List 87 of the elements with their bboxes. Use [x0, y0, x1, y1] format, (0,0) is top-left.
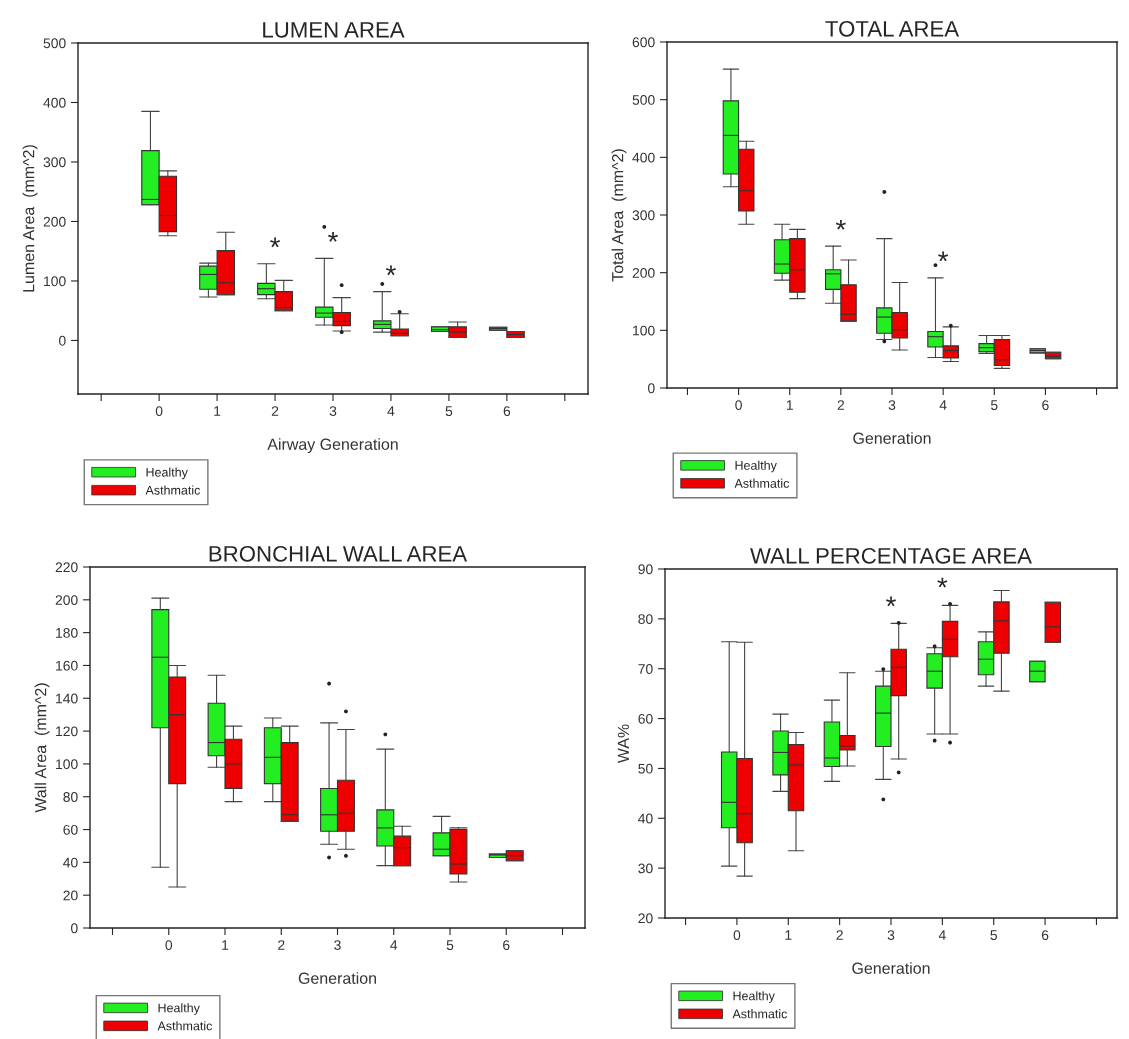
x-tick-label: 6: [1042, 400, 1049, 411]
y-tick-label: 180: [56, 627, 78, 638]
x-tick-label: 5: [446, 940, 454, 951]
x-tick-label: 3: [888, 400, 896, 411]
x-tick-label: 3: [887, 930, 895, 941]
legend-label: Asthmatic: [157, 1021, 213, 1031]
x-axis-title: Generation: [298, 972, 376, 984]
y-tick-label: 70: [638, 664, 653, 674]
y-tick-label: 30: [638, 863, 653, 874]
x-axis-title: Generation: [853, 432, 931, 444]
y-tick-label: 40: [63, 857, 78, 868]
y-tick-label: 20: [63, 890, 78, 901]
y-tick-label: 100: [56, 759, 78, 770]
y-tick-label: 400: [632, 152, 655, 163]
x-tick-label: 1: [222, 940, 229, 950]
legend-label: Asthmatic: [145, 485, 201, 495]
x-tick-label: 0: [733, 930, 741, 941]
x-tick-label: 6: [503, 406, 511, 417]
y-tick-label: 0: [648, 383, 655, 394]
legend-label: Asthmatic: [734, 478, 790, 488]
y-tick-label: 90: [638, 564, 653, 575]
y-tick-label: 40: [638, 813, 653, 824]
y-tick-label: 500: [43, 38, 66, 49]
x-tick-label: 4: [387, 406, 395, 416]
y-tick-label: 50: [638, 763, 653, 774]
x-tick-label: 3: [334, 940, 341, 951]
y-tick-label: 500: [632, 95, 655, 105]
y-tick-label: 140: [56, 693, 78, 704]
y-tick-label: 200: [55, 595, 78, 605]
y-axis-title: Lumen Area (mm^2): [22, 145, 38, 292]
y-tick-label: 80: [638, 614, 653, 625]
x-tick-label: 4: [390, 940, 398, 950]
x-tick-label: 2: [278, 940, 285, 950]
annotation: *: [835, 219, 846, 230]
legend-label: Healthy: [733, 991, 775, 1003]
x-tick-label: 5: [445, 406, 453, 417]
x-axis-title: Airway Generation: [267, 438, 398, 454]
x-tick-label: 1: [785, 930, 792, 940]
y-axis-title: Total Area (mm^2): [611, 149, 627, 282]
x-tick-label: 5: [990, 930, 998, 941]
y-tick-label: 20: [638, 913, 653, 924]
y-tick-label: 600: [632, 37, 655, 48]
y-tick-label: 400: [43, 97, 66, 108]
y-tick-label: 200: [632, 268, 655, 278]
y-tick-label: 200: [43, 216, 66, 227]
y-tick-label: 100: [633, 325, 655, 336]
x-tick-label: 6: [503, 940, 510, 951]
chart-title: TOTAL AREA: [825, 20, 960, 37]
legend-label: Asthmatic: [732, 1009, 788, 1019]
y-tick-label: 60: [63, 824, 78, 835]
x-tick-label: 2: [271, 406, 279, 416]
y-tick-label: 80: [63, 792, 78, 802]
annotation: *: [938, 251, 949, 262]
y-axis-title: Wall Area (mm^2): [34, 683, 50, 813]
y-tick-label: 0: [59, 335, 66, 346]
x-tick-label: 4: [939, 400, 947, 410]
chart-title: LUMEN AREA: [263, 22, 405, 38]
x-tick-label: 1: [786, 400, 793, 410]
x-tick-label: 0: [735, 400, 742, 411]
x-tick-label: 2: [837, 400, 845, 410]
y-tick-label: 60: [638, 713, 653, 724]
annotation: *: [386, 265, 396, 276]
annotation: *: [270, 237, 281, 248]
y-tick-label: 100: [44, 276, 66, 287]
legend-label: Healthy: [146, 467, 188, 480]
annotation: *: [328, 232, 338, 242]
legend-label: Healthy: [158, 1003, 200, 1015]
legend-label: Healthy: [735, 460, 777, 473]
y-axis-title: WA%: [617, 724, 629, 764]
x-tick-label: 2: [836, 930, 843, 940]
x-tick-label: 5: [990, 400, 998, 411]
y-tick-label: 160: [56, 660, 78, 671]
x-tick-label: 0: [165, 940, 173, 951]
y-tick-label: 120: [56, 726, 78, 737]
x-tick-label: 1: [214, 406, 221, 416]
x-tick-label: 0: [155, 406, 163, 417]
annotation: *: [886, 596, 896, 607]
chart-title: BRONCHIAL WALL AREA: [209, 545, 468, 562]
y-tick-label: 300: [632, 210, 655, 221]
x-tick-label: 4: [938, 930, 946, 940]
x-axis-title: Generation: [852, 962, 930, 974]
y-tick-label: 220: [55, 562, 78, 573]
y-tick-label: 300: [43, 157, 66, 168]
annotation: *: [937, 577, 948, 588]
chart-title: WALL PERCENTAGE AREA: [750, 547, 1032, 564]
x-tick-label: 6: [1041, 930, 1049, 941]
x-tick-label: 3: [329, 406, 337, 417]
